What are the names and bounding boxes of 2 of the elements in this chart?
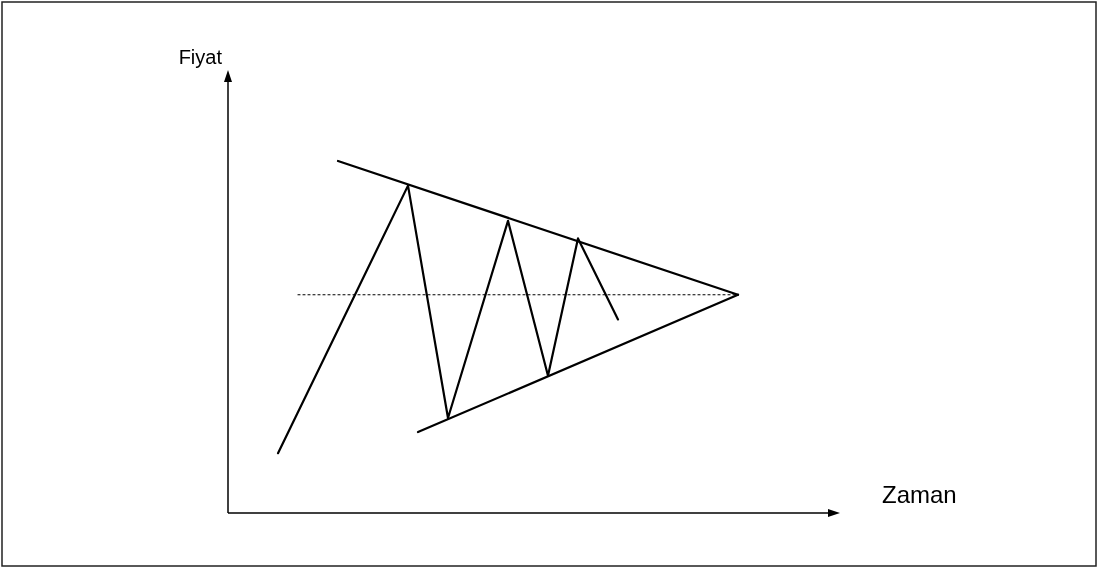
y-axis-title: Fiyat: [178, 46, 223, 68]
x-axis-title: Zaman: [882, 481, 957, 508]
